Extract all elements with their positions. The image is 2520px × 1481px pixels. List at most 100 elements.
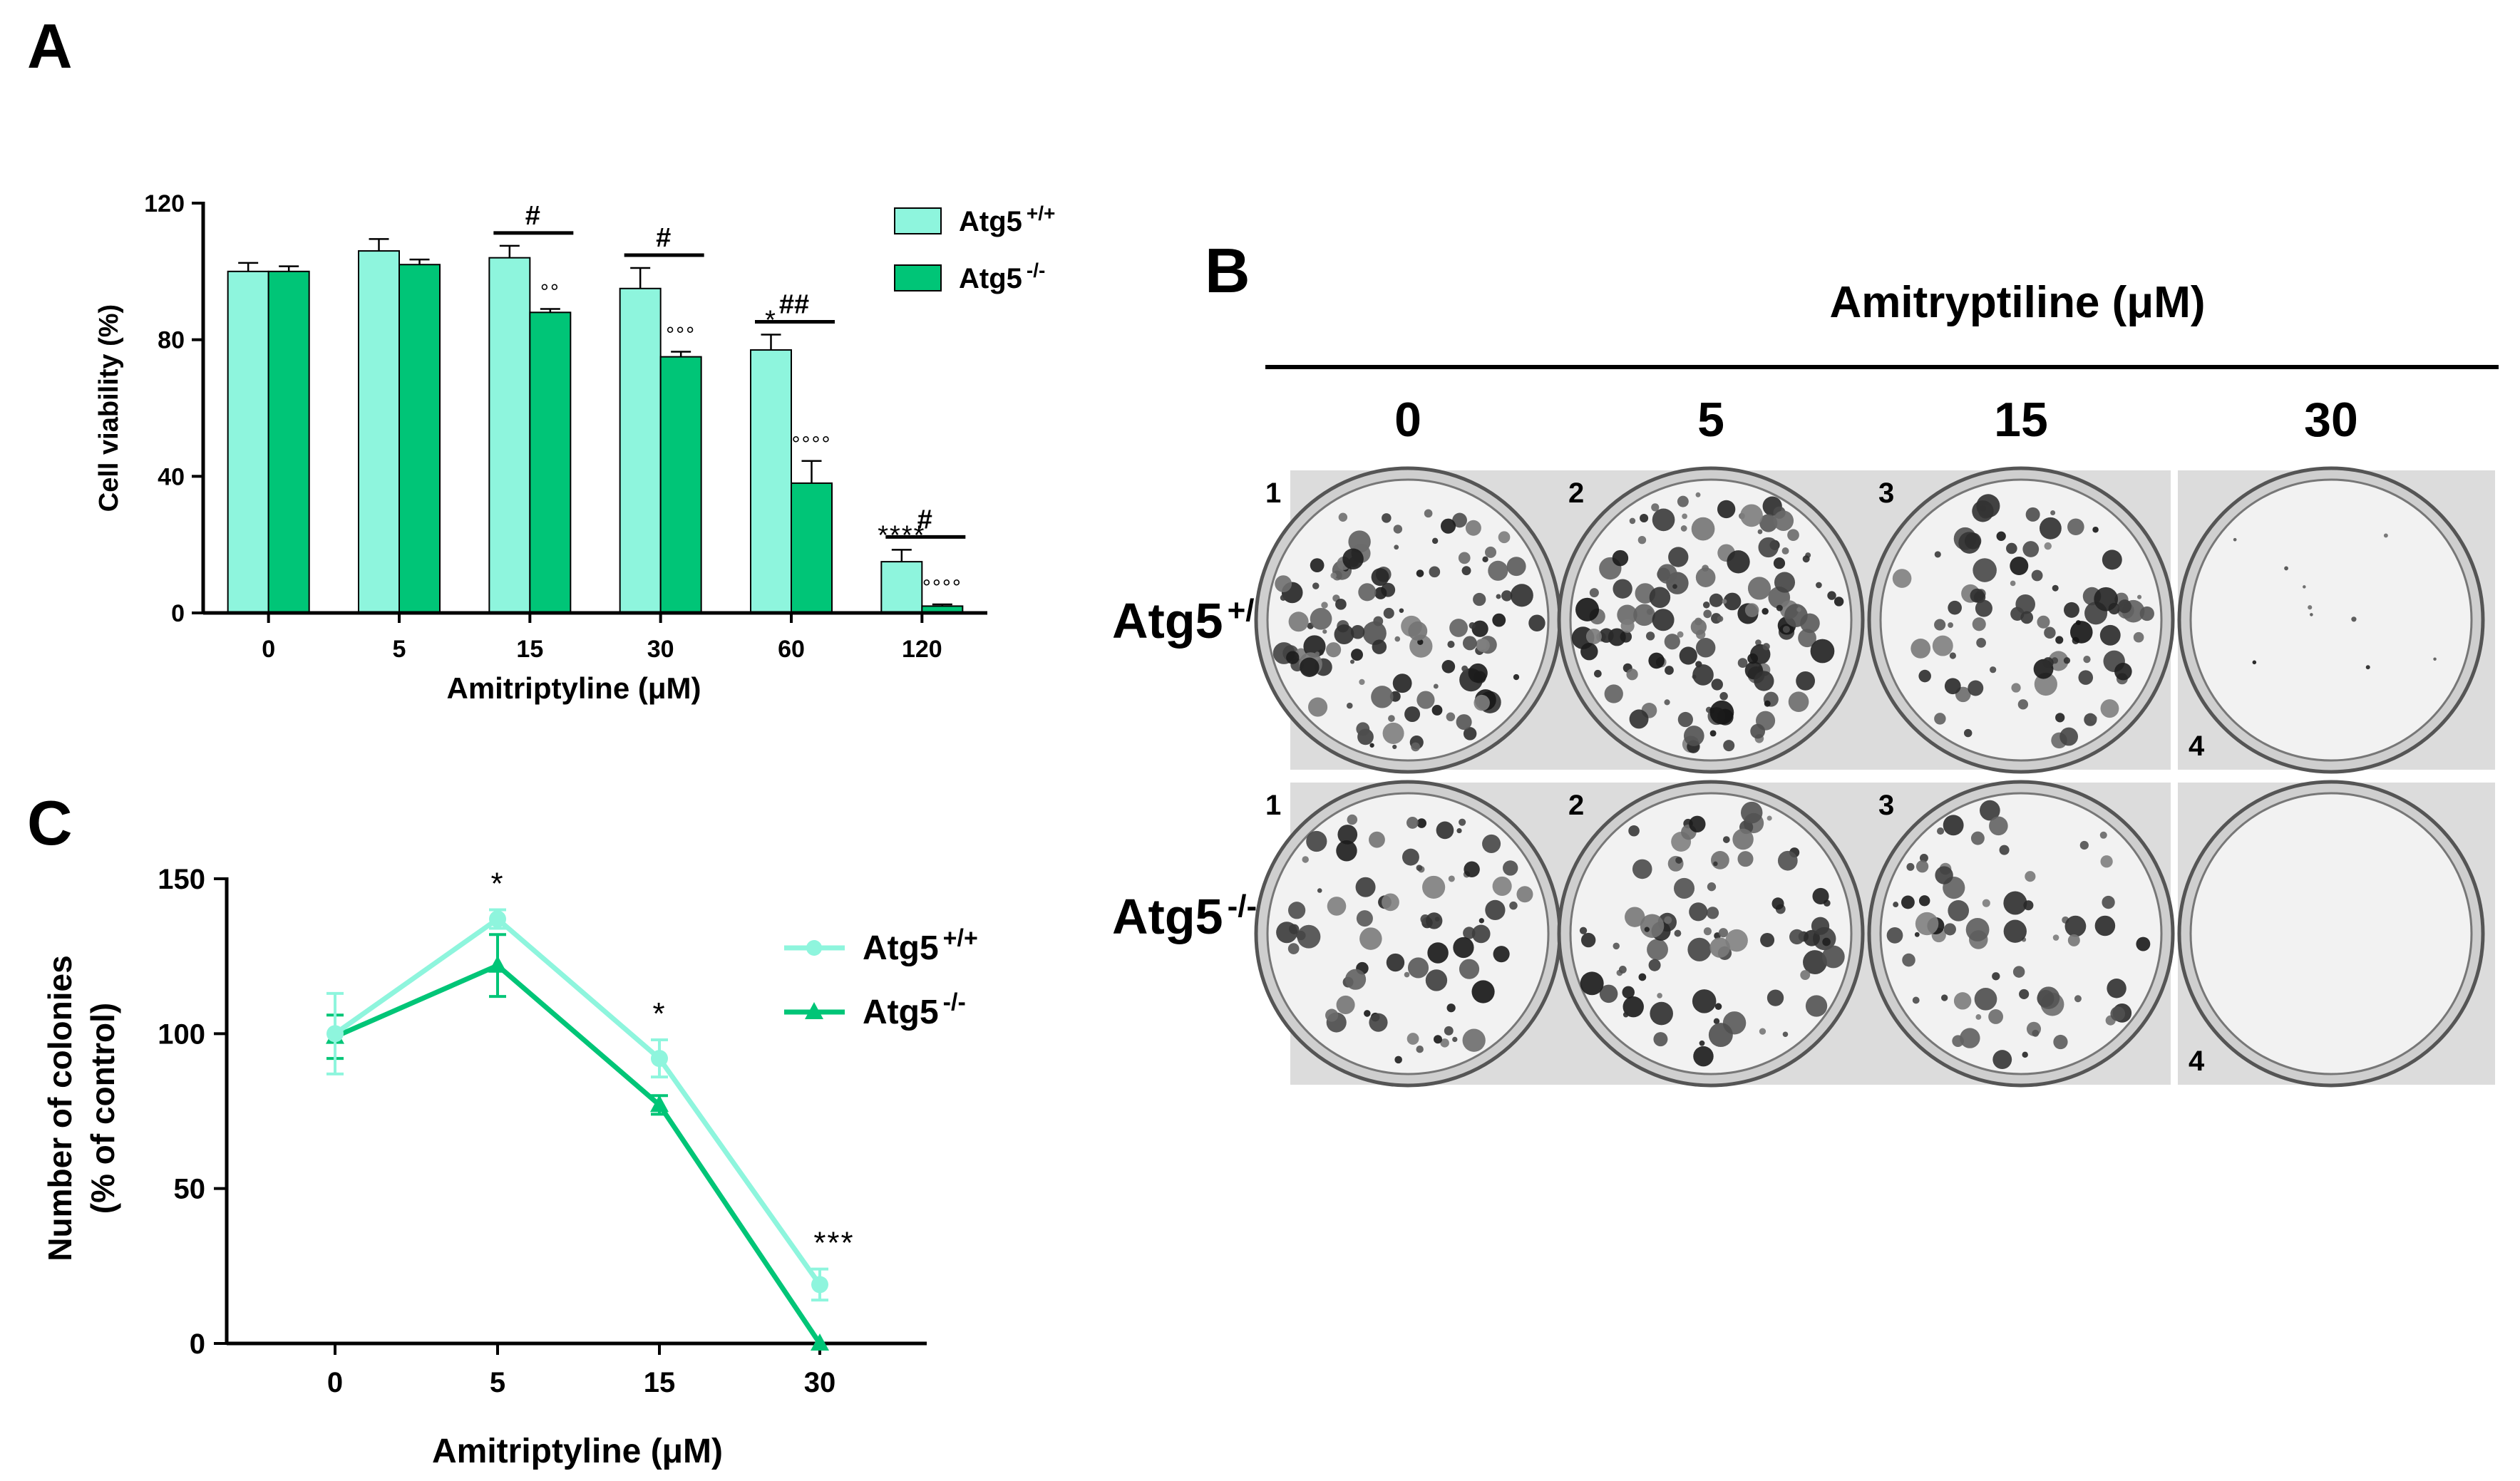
colony: [1781, 547, 1789, 554]
colony: [1503, 860, 1518, 876]
colony: [1409, 634, 1433, 658]
colony: [1637, 535, 1647, 545]
well-number: 3: [1878, 790, 1894, 821]
colony: [2137, 594, 2142, 599]
colony: [2019, 989, 2030, 1000]
colony: [1915, 912, 1939, 936]
colony: [1996, 531, 2006, 541]
colony: [1713, 1018, 1720, 1025]
colony: [1744, 603, 1759, 617]
colony: [1934, 619, 1946, 631]
y-tick-label: 100: [158, 1018, 205, 1050]
data-point: [650, 1095, 669, 1113]
colony: [1982, 899, 1990, 907]
data-point: [651, 1050, 668, 1068]
colony: [1434, 1035, 1442, 1044]
colony: [1358, 583, 1377, 602]
colony: [1492, 613, 1506, 627]
colony: [1980, 800, 2000, 821]
colony: [1975, 1014, 1982, 1020]
colony: [1672, 584, 1677, 589]
colony: [1510, 584, 1533, 607]
colony: [1675, 857, 1682, 864]
colony: [1338, 512, 1348, 522]
colony: [1948, 600, 1962, 615]
colony: [1762, 608, 1769, 615]
colony: [2048, 651, 2069, 671]
comparison-mark: ##: [779, 289, 809, 319]
colony: [1306, 830, 1327, 852]
colony: [1709, 937, 1730, 958]
legend-marker: [806, 940, 822, 956]
colony: [1408, 621, 1428, 641]
colony: [1394, 636, 1401, 642]
colony: [2094, 587, 2119, 612]
colony: [1747, 577, 1771, 600]
colony: [1692, 664, 1714, 686]
colony: [1310, 558, 1325, 572]
colony: [1359, 927, 1382, 950]
colony: [1699, 1040, 1705, 1046]
colony: [1350, 625, 1365, 639]
data-point: [811, 1333, 829, 1351]
colony: [1714, 1003, 1722, 1011]
colony: [1622, 986, 1635, 999]
colony: [1485, 546, 1497, 558]
colony: [1740, 504, 1763, 527]
panel-label-a: A: [27, 11, 73, 81]
colony: [1579, 927, 1588, 934]
colony: [1965, 917, 1990, 941]
colony: [1918, 669, 1931, 683]
colony: [1286, 651, 1300, 664]
x-axis-title: Amitriptyline (μM): [432, 1433, 723, 1470]
colony: [1468, 663, 1488, 683]
colony: [1702, 601, 1710, 609]
colony: [1364, 1010, 1371, 1017]
colony: [1919, 853, 1928, 862]
x-tick-label: 120: [902, 636, 942, 663]
colony: [1668, 547, 1689, 567]
colony: [1632, 859, 1652, 879]
colony: [2067, 518, 2084, 536]
x-tick-label: 30: [804, 1367, 836, 1398]
colony: [1677, 495, 1689, 507]
colony: [1585, 628, 1602, 644]
colony: [1988, 1009, 2003, 1024]
data-point: [326, 1025, 344, 1043]
colony: [1362, 621, 1387, 646]
colony: [1482, 556, 1488, 563]
colony: [1816, 582, 1822, 589]
colony: [1287, 943, 1300, 954]
colony: [1330, 572, 1337, 579]
line-chart-colonies: 0 50 100 150 0 5 15 30 Amitriptyline (μM) Number …: [41, 864, 978, 1470]
colony: [1717, 500, 1736, 519]
colony: [1932, 635, 1953, 656]
colony: [1974, 987, 1997, 1011]
colony: [2114, 662, 2132, 681]
colony: [1725, 929, 1748, 952]
colony: [1755, 639, 1762, 646]
colony: [1915, 860, 1929, 873]
x-tick-label: 30: [647, 636, 674, 663]
colony: [1459, 959, 1480, 979]
colony: [2139, 606, 2154, 621]
comparison-mark: #: [525, 201, 540, 231]
colony: [1369, 831, 1385, 848]
colony: [1371, 686, 1394, 708]
colony: [1424, 509, 1433, 518]
colony: [1459, 818, 1466, 826]
colony: [1633, 604, 1655, 626]
bar: [529, 311, 572, 614]
colony: [1604, 684, 1623, 703]
colony: [1989, 816, 2008, 836]
well-number: 2: [1568, 790, 1584, 821]
colony: [1680, 525, 1687, 532]
colony: [2351, 616, 2357, 622]
colony: [2003, 919, 2027, 943]
colony: [1382, 513, 1392, 523]
colony: [1640, 513, 1649, 523]
colony: [1383, 607, 1394, 619]
colony: [2433, 657, 2437, 661]
colony: [1374, 589, 1382, 595]
colony: [1426, 912, 1443, 929]
